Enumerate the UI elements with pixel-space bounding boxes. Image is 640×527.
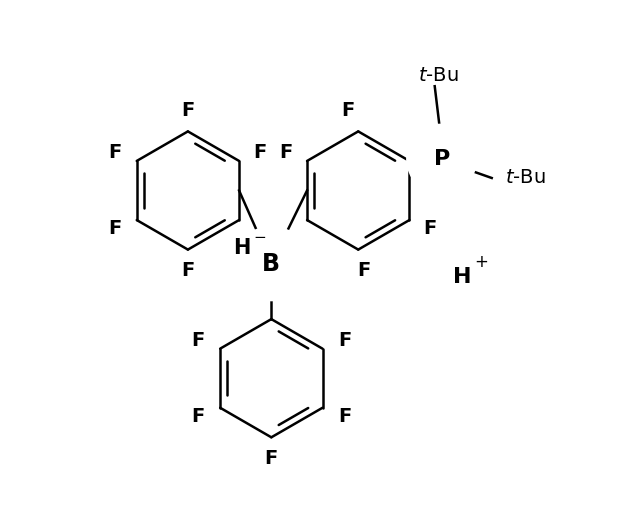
Text: F: F: [253, 143, 267, 162]
Circle shape: [234, 226, 309, 301]
Text: B: B: [262, 251, 280, 276]
Text: P: P: [433, 149, 450, 169]
Text: +: +: [474, 253, 488, 271]
Text: H: H: [453, 267, 472, 287]
Text: $\it{t}$-Bu: $\it{t}$-Bu: [418, 66, 458, 85]
Text: F: F: [357, 261, 371, 280]
Circle shape: [406, 124, 477, 195]
Text: F: F: [191, 407, 205, 426]
Text: F: F: [181, 261, 195, 280]
Text: F: F: [338, 331, 351, 350]
Text: F: F: [265, 448, 278, 467]
Text: H: H: [234, 238, 251, 258]
Text: F: F: [181, 101, 195, 120]
Text: $\it{t}$-Bu: $\it{t}$-Bu: [505, 169, 545, 188]
Text: F: F: [341, 101, 355, 120]
Text: −: −: [254, 230, 267, 245]
Text: F: F: [108, 219, 121, 238]
Text: F: F: [191, 331, 205, 350]
Text: F: F: [108, 143, 121, 162]
Text: F: F: [338, 407, 351, 426]
Text: F: F: [280, 143, 293, 162]
Text: F: F: [424, 219, 437, 238]
